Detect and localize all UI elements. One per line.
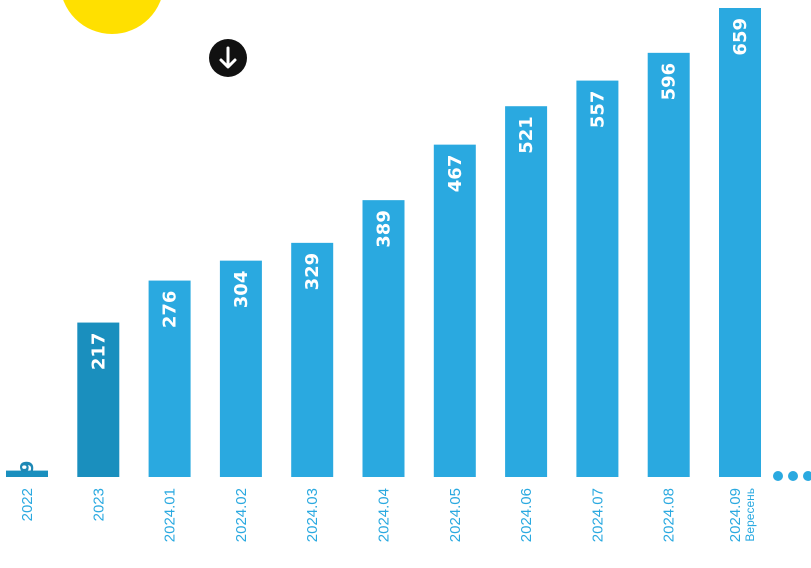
value-label-2022: 9	[17, 461, 38, 474]
bar-2024.03	[291, 242, 334, 477]
category-label-2022: 2022	[19, 488, 36, 521]
category-label-2024.08: 2024.08	[661, 488, 678, 542]
value-labels-group: 9 217 276 304 329 389 467 521 557 596 659	[17, 18, 751, 473]
category-label-2024.07: 2024.07	[589, 488, 606, 542]
value-label-2024.08: 596	[659, 63, 680, 101]
value-label-2024.07: 557	[587, 91, 608, 129]
bar-2024.06	[505, 106, 548, 478]
category-label-2024.05: 2024.05	[447, 488, 464, 542]
category-label-2024.01: 2024.01	[162, 488, 179, 542]
bar-2024.08	[647, 52, 690, 477]
category-sublabel-2024.09: Вересень	[743, 488, 757, 542]
bar-2024.02	[219, 260, 262, 477]
category-label-2024.03: 2024.03	[304, 488, 321, 542]
bars-group	[6, 8, 761, 478]
category-label-2023: 2023	[90, 488, 107, 521]
bar-2024.05	[433, 144, 476, 477]
category-labels-group: 2022 2023 2024.01 2024.02 2024.03 2024.04 2024…	[19, 488, 757, 542]
value-label-2024.06: 521	[516, 116, 537, 154]
value-label-2024.09: 659	[730, 18, 751, 56]
category-label-2024.04: 2024.04	[376, 488, 393, 542]
category-label-2024.06: 2024.06	[518, 488, 535, 542]
bar-2024.09	[719, 8, 761, 477]
category-label-2024.02: 2024.02	[233, 488, 250, 542]
value-label-2023: 217	[88, 333, 109, 371]
bar-2024.07	[576, 80, 619, 478]
value-label-2024.02: 304	[231, 271, 252, 309]
bar-2022	[6, 470, 48, 477]
value-label-2024.04: 389	[374, 210, 395, 248]
sun-icon	[63, 0, 161, 34]
arrow-down-icon[interactable]	[209, 39, 247, 77]
bar-2023	[77, 322, 120, 477]
value-label-2024.03: 329	[302, 253, 323, 291]
value-label-2024.01: 276	[160, 291, 181, 329]
value-label-2024.05: 467	[445, 155, 466, 193]
bar-2024.01	[148, 280, 191, 477]
more-dots-icon[interactable]	[773, 471, 811, 481]
category-label-2024.09: 2024.09	[727, 488, 744, 542]
bar-2024.04	[362, 200, 405, 477]
